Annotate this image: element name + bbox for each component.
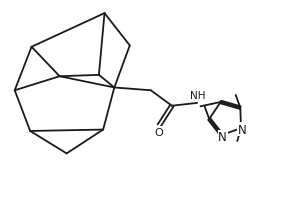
Text: N: N [238,123,246,136]
Text: O: O [154,127,163,137]
Text: NH: NH [190,91,205,101]
Text: N: N [218,131,227,144]
